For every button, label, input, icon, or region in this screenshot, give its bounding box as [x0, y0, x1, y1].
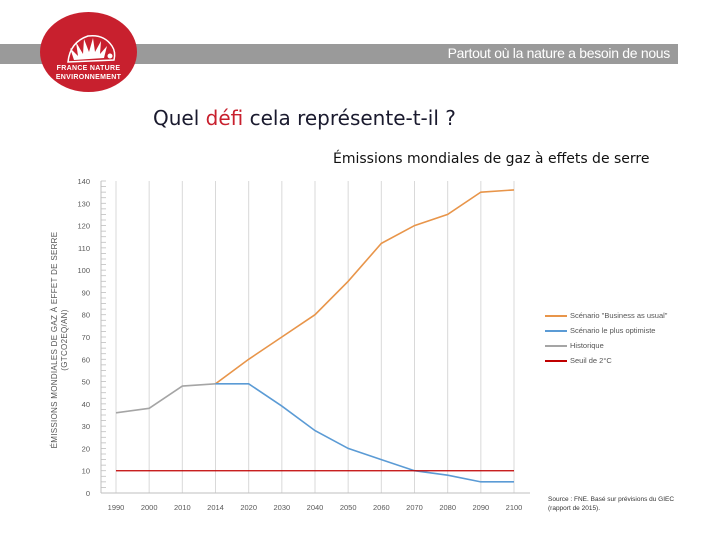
legend-swatch — [545, 359, 567, 362]
legend-swatch — [545, 314, 567, 317]
y-tick-label: 80 — [82, 311, 90, 320]
legend-label: Historique — [570, 341, 604, 350]
x-tick-label: 2020 — [240, 503, 257, 512]
x-tick-label: 2014 — [207, 503, 224, 512]
series-historic-line — [115, 383, 216, 414]
legend-label: Scénario "Business as usual" — [570, 311, 668, 320]
x-tick-label: 2030 — [273, 503, 290, 512]
x-tick-label: 2040 — [307, 503, 324, 512]
x-tick-label: 2080 — [439, 503, 456, 512]
logo-line1: FRANCE NATURE — [56, 65, 121, 72]
y-tick-label: 0 — [86, 489, 90, 498]
legend-item-historic: Historique — [545, 338, 667, 353]
legend-label: Scénario le plus optimiste — [570, 326, 656, 335]
x-tick-label: 2060 — [373, 503, 390, 512]
y-tick-label: 120 — [77, 222, 90, 231]
series-bau-line — [215, 189, 515, 385]
x-tick-label: 2070 — [406, 503, 423, 512]
legend-swatch — [545, 344, 567, 347]
y-tick-label: 110 — [78, 244, 90, 253]
y-tick-label: 130 — [77, 199, 90, 208]
y-tick-label: 50 — [82, 378, 90, 387]
legend-item-threshold: Seuil de 2°C — [545, 353, 667, 368]
header-bar: Partout où la nature a besoin de nous — [0, 44, 678, 64]
y-tick-label: 20 — [82, 444, 90, 453]
legend-item-optimistic: Scénario le plus optimiste — [545, 323, 667, 338]
legend-swatch — [545, 329, 567, 332]
chart-title: Émissions mondiales de gaz à effets de s… — [333, 151, 650, 167]
x-tick-label: 2010 — [174, 503, 191, 512]
title-part1: Quel — [153, 106, 206, 130]
y-tick-label: 10 — [82, 467, 90, 476]
y-tick-label: 40 — [82, 400, 90, 409]
fne-logo[interactable]: FRANCE NATURE ENVIRONNEMENT — [40, 12, 137, 92]
hedgehog-icon — [67, 34, 116, 63]
title-accent: défi — [205, 106, 244, 130]
x-tick-label: 2090 — [472, 503, 489, 512]
y-tick-label: 140 — [77, 177, 90, 186]
title-part2: cela représente-t-il ? — [243, 106, 456, 130]
x-tick-label: 2000 — [141, 503, 158, 512]
logo-line2: ENVIRONNEMENT — [55, 74, 122, 81]
chart-source: Source : FNE. Basé sur prévisions du GIE… — [548, 496, 675, 512]
y-tick-label: 100 — [77, 266, 90, 275]
legend-item-bau: Scénario "Business as usual" — [545, 308, 667, 323]
y-tick-label: 60 — [82, 355, 90, 364]
series-optimistic-line — [215, 382, 514, 483]
legend-label: Seuil de 2°C — [570, 356, 612, 365]
y-tick-label: 70 — [82, 333, 90, 342]
header-tagline: Partout où la nature a besoin de nous — [447, 45, 671, 61]
slide-title: Quel défi cela représente-t-il ? — [153, 106, 456, 130]
y-tick-label: 90 — [82, 288, 90, 297]
y-tick-label: 30 — [82, 422, 90, 431]
chart-legend: Scénario "Business as usual" Scénario le… — [545, 308, 667, 368]
x-tick-label: 2050 — [340, 503, 357, 512]
x-tick-label: 2100 — [506, 503, 523, 512]
x-tick-label: 1990 — [108, 503, 125, 512]
